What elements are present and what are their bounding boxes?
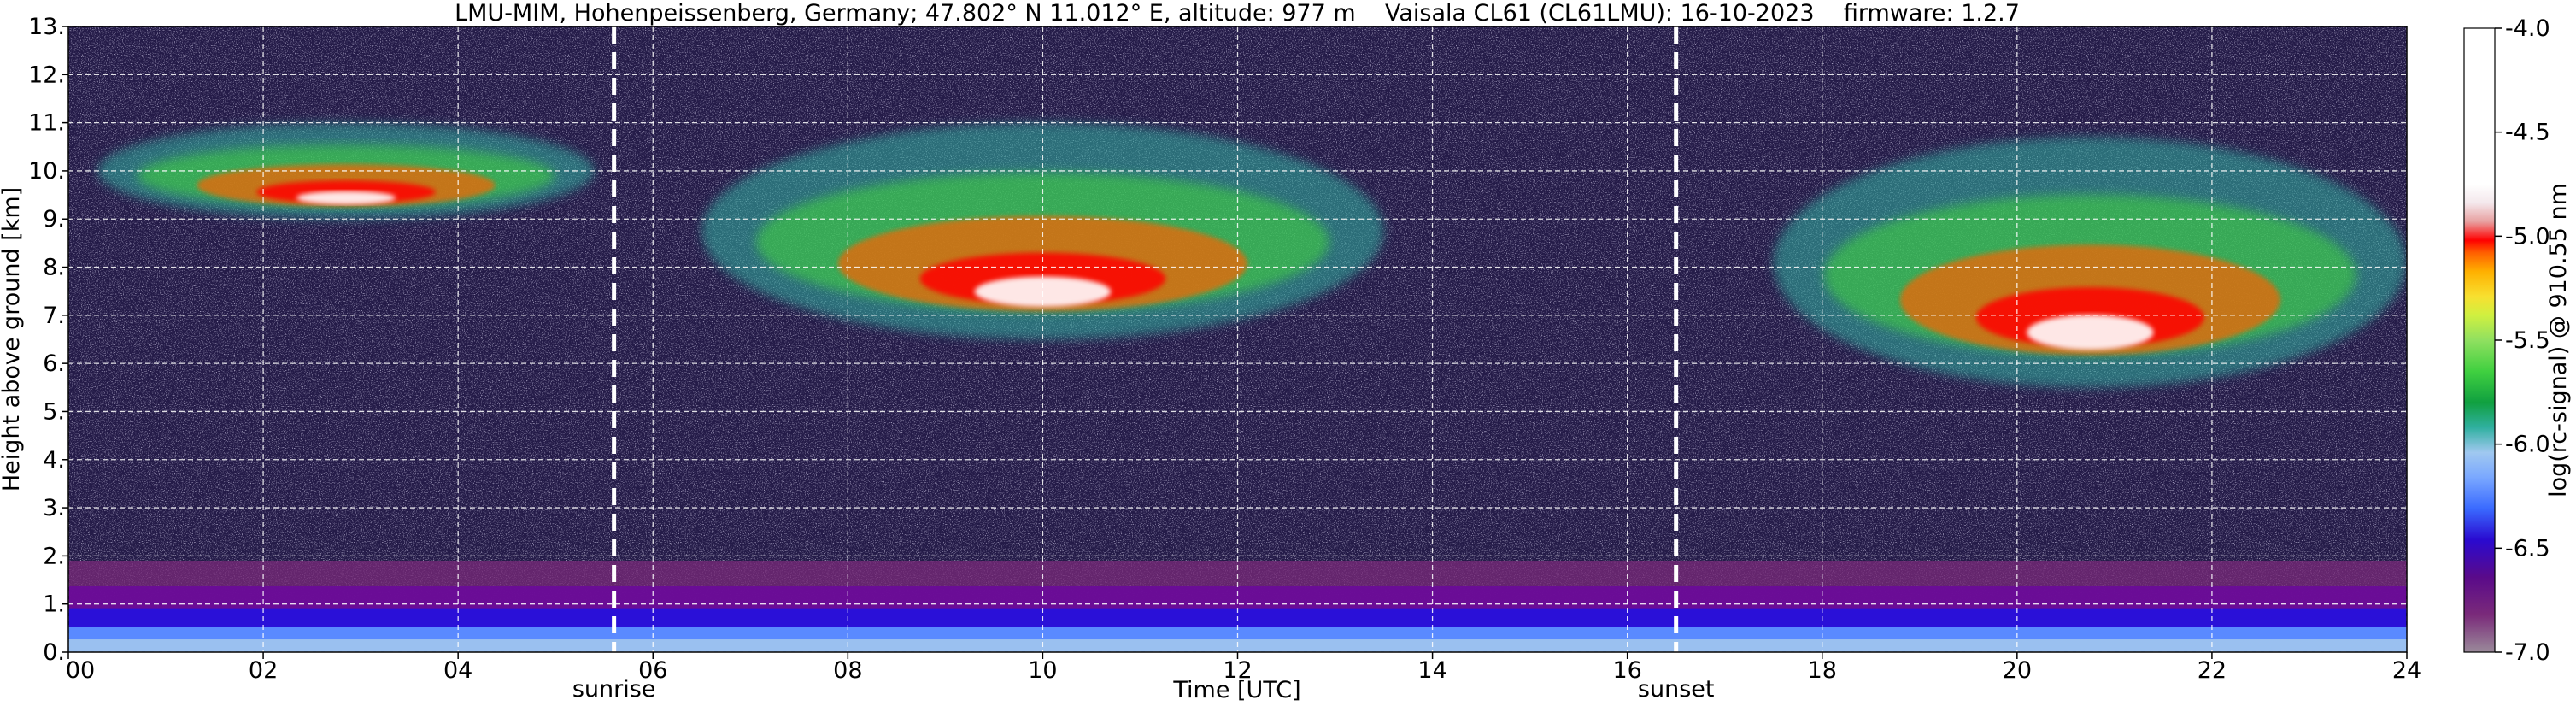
x-tick-label: 08 (833, 657, 862, 684)
x-tick-label: 00 (66, 657, 95, 684)
x-tick-label: 24 (2392, 657, 2421, 684)
colorbar-tick-label: -5.0 (2505, 223, 2550, 250)
colorbar-tick-label: -6.0 (2505, 432, 2550, 458)
feature-cloud-3 (1773, 137, 2407, 388)
colorbar-label: log(rc-signal) @ 910.55 nm (2545, 183, 2572, 497)
y-tick-label: 12. (28, 62, 65, 88)
y-tick-label: 13. (28, 14, 65, 40)
x-tick-label: 22 (2198, 657, 2227, 684)
sun-labels: sunrise sunset (572, 676, 1715, 703)
feature-cirrus-1 (97, 122, 595, 220)
x-tick-label: 04 (443, 657, 472, 684)
colorbar-gradient (2463, 27, 2496, 653)
x-tick-label: 10 (1028, 657, 1057, 684)
y-axis: 0. 1. 2. 3. 4. 5. 6. 7. 8. 9. 10. 11. 12. 13. (28, 14, 68, 666)
colorbar-tick-label: -6.5 (2505, 535, 2550, 562)
x-tick-label: 16 (1612, 657, 1641, 684)
y-tick-label: 3. (43, 495, 65, 521)
y-tick-label: 11. (28, 110, 65, 137)
y-tick-label: 5. (43, 398, 65, 425)
colorbar-tick-label: -4.0 (2505, 15, 2550, 42)
x-axis-label: Time [UTC] (1172, 677, 1300, 703)
y-tick-label: 8. (43, 255, 65, 281)
grid-lines (68, 26, 2407, 652)
x-tick-label: 12 (1223, 657, 1252, 684)
colorbar-tick-label: -7.0 (2505, 639, 2550, 666)
y-axis-label: Height above ground [km] (0, 187, 25, 491)
y-tick-label: 4. (43, 447, 65, 474)
colorbar-tick-label: -4.5 (2505, 120, 2550, 146)
colorbar-tick-label: -5.5 (2505, 327, 2550, 354)
x-tick-label: 20 (2003, 657, 2032, 684)
x-tick-label: 06 (638, 657, 667, 684)
sunset-label: sunset (1638, 676, 1715, 703)
x-tick-label: 14 (1417, 657, 1446, 684)
y-tick-label: 6. (43, 350, 65, 377)
feature-cirrus-2 (701, 122, 1384, 339)
x-tick-label: 02 (249, 657, 278, 684)
y-tick-label: 0. (43, 639, 65, 666)
y-tick-label: 7. (43, 303, 65, 329)
y-tick-label: 9. (43, 206, 65, 232)
x-tick-label: 18 (1808, 657, 1837, 684)
y-tick-label: 10. (28, 158, 65, 185)
y-tick-label: 1. (43, 591, 65, 618)
chart-title: LMU-MIM, Hohenpeissenberg, Germany; 47.8… (455, 0, 2020, 26)
y-tick-label: 2. (43, 543, 65, 569)
colorbar-ticks: -7.0 -6.5 -6.0 -5.5 -5.0 -4.5 -4.0 (2495, 15, 2550, 666)
x-axis: 00 02 04 06 08 10 12 14 16 18 20 22 24 (66, 652, 2421, 684)
colorbar: -7.0 -6.5 -6.0 -5.5 -5.0 -4.5 -4.0 log(rc-sign… (2463, 15, 2572, 666)
sun-lines (612, 26, 1679, 652)
heatmap-area (68, 26, 2407, 652)
sunrise-label: sunrise (572, 676, 656, 703)
